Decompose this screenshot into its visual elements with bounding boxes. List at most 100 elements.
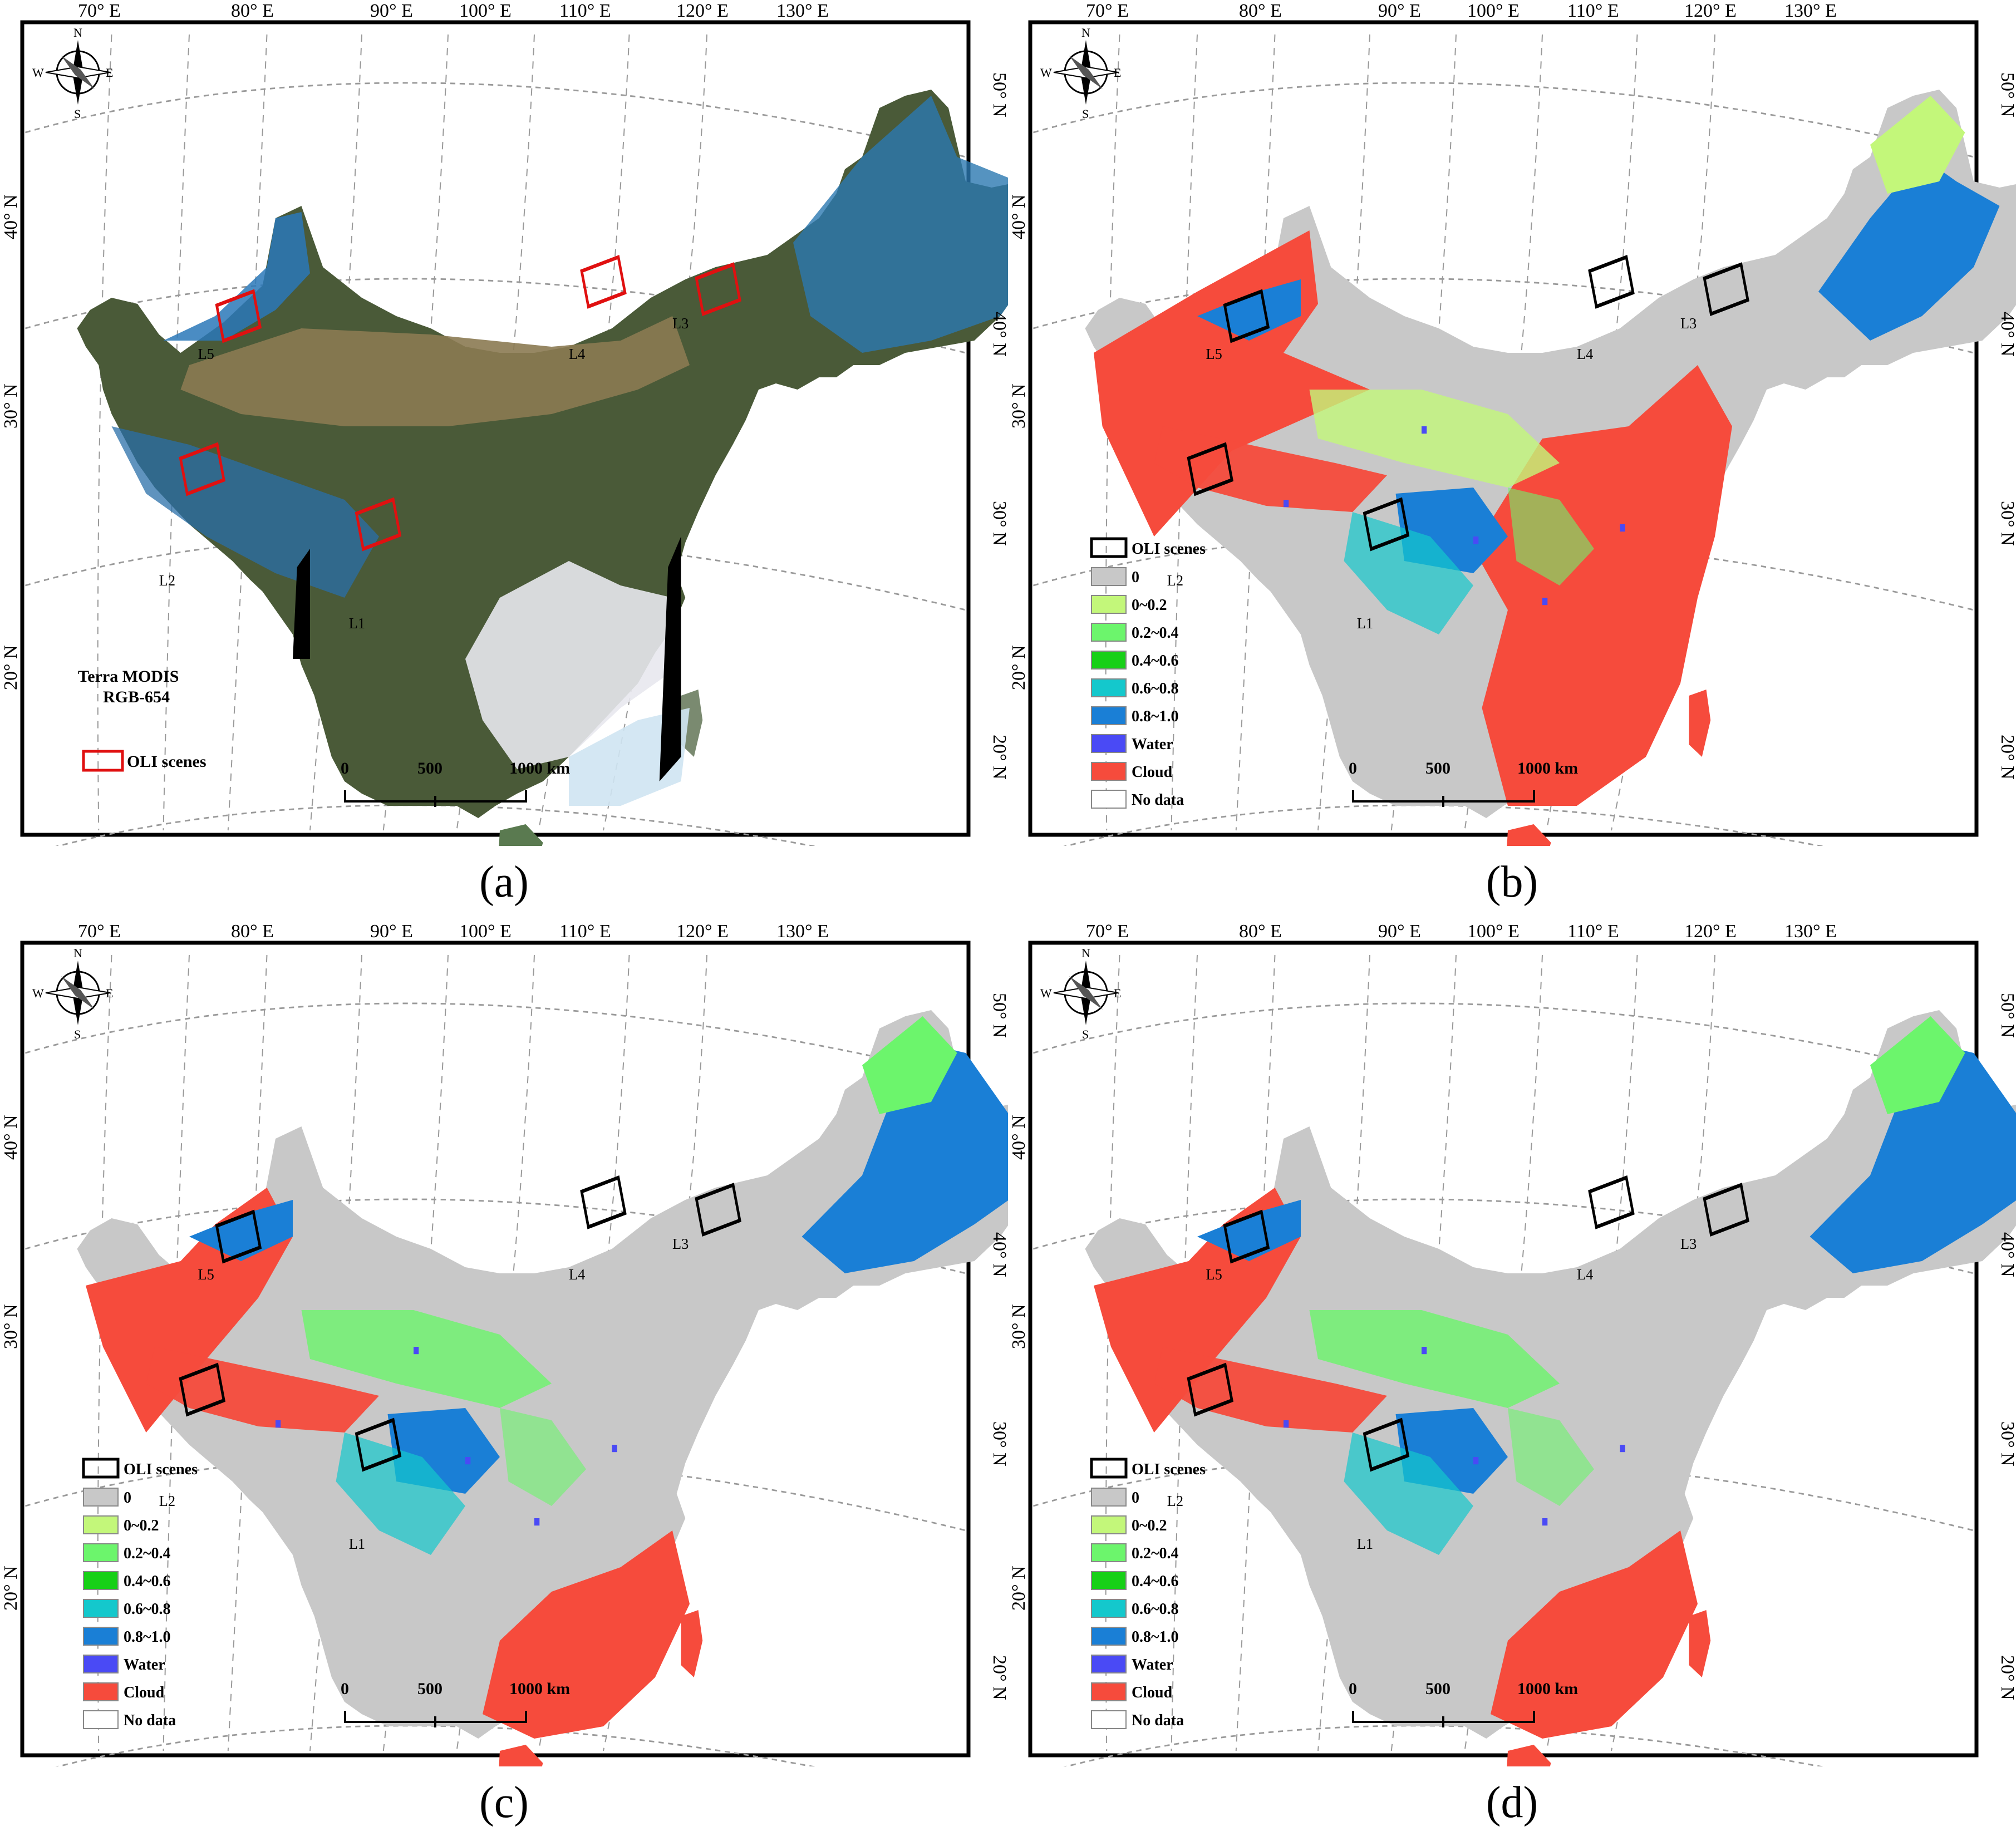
left-lat-label: 20° N bbox=[1, 1566, 21, 1611]
scale-1000: 1000 km bbox=[1517, 759, 1578, 777]
legend-swatch bbox=[1091, 595, 1127, 614]
scale-1000: 1000 km bbox=[509, 1680, 570, 1698]
snow-class-region bbox=[301, 1310, 552, 1408]
left-lat-label: 20° N bbox=[1009, 645, 1029, 690]
legend-label: Cloud bbox=[1132, 764, 1173, 781]
right-lat-label: 30° N bbox=[989, 1421, 1008, 1466]
panel-b: L1 L2 L3 L4 L5 N S E W 70° E 80° E 90° E 100° E 110° … bbox=[1008, 0, 2016, 920]
scene-label: L3 bbox=[672, 1235, 689, 1252]
scene-label: L3 bbox=[672, 315, 689, 332]
water-spot bbox=[276, 1420, 281, 1428]
legend-swatch bbox=[1091, 1571, 1127, 1590]
bottom-lon-label: 90° E bbox=[1203, 1764, 1246, 1766]
oli-scene-box bbox=[1187, 442, 1234, 496]
snow-class-region bbox=[500, 1408, 586, 1506]
panel-a: L1 L2 L3 L4 L5 N S E W 70° E 80° E 90° E 100° E 110° … bbox=[0, 0, 1008, 920]
scene-label: L2 bbox=[159, 572, 175, 589]
right-lat-label: 20° N bbox=[989, 1655, 1008, 1700]
top-lon-label: 100° E bbox=[1467, 921, 1520, 942]
cloud-region bbox=[483, 1530, 690, 1739]
nodata-sliver bbox=[293, 549, 310, 659]
top-lon-label: 70° E bbox=[1086, 1, 1129, 21]
scene-label: L5 bbox=[198, 346, 214, 362]
top-lon-label: 70° E bbox=[78, 921, 121, 942]
compass-s-label: S bbox=[1082, 107, 1089, 121]
taiwan-island bbox=[681, 690, 703, 757]
scene-label: L5 bbox=[1206, 346, 1222, 362]
scale-0: 0 bbox=[1349, 1680, 1357, 1698]
snow-class-region bbox=[1197, 279, 1301, 341]
oli-scene-box bbox=[580, 1175, 627, 1229]
legend-swatch bbox=[1091, 1599, 1127, 1618]
left-lat-label: 30° N bbox=[1, 383, 21, 429]
legend-oli-label: OLI scenes bbox=[124, 1461, 198, 1478]
legend-swatch bbox=[1091, 790, 1127, 809]
legend-swatch bbox=[83, 1682, 119, 1701]
map-b: L1 L2 L3 L4 L5 N S E W 70° E 80° E 90° E 100° E 110° … bbox=[1009, 1, 2016, 846]
right-lat-label: 40° N bbox=[1997, 1232, 2016, 1277]
top-lon-label: 90° E bbox=[370, 921, 413, 942]
oli-scene-box bbox=[355, 1417, 402, 1472]
right-lat-label: 20° N bbox=[1997, 1655, 2016, 1700]
legend-label: 0~0.2 bbox=[1132, 1517, 1167, 1534]
map-content: L1 L2 L3 L4 L5 bbox=[25, 954, 1008, 1766]
snow-class-region bbox=[1344, 512, 1473, 634]
left-lat-label: 40° N bbox=[1, 194, 21, 239]
scale-1000: 1000 km bbox=[1517, 1680, 1578, 1698]
water-spot bbox=[534, 1518, 540, 1526]
compass-e-label: E bbox=[1114, 66, 1121, 80]
oli-scene-box bbox=[215, 289, 262, 343]
water-spot bbox=[1473, 1457, 1479, 1465]
top-lon-label: 100° E bbox=[459, 921, 512, 942]
legend-swatch bbox=[1091, 1682, 1127, 1701]
left-lat-label: 40° N bbox=[1009, 1115, 1029, 1160]
legend-label: Water bbox=[1132, 1656, 1173, 1673]
map-d: L1 L2 L3 L4 L5 N S E W 70° E 80° E 90° E 100° E 110° … bbox=[1009, 921, 2016, 1766]
map-content: L1 L2 L3 L4 L5 bbox=[1033, 34, 2016, 846]
legend-oli-label: OLI scenes bbox=[127, 752, 206, 771]
taiwan-island bbox=[1689, 1610, 1711, 1677]
legend-swatch bbox=[1091, 678, 1127, 697]
cloud-region bbox=[465, 561, 672, 769]
oli-scene-box bbox=[1703, 1183, 1749, 1237]
snow-class-region bbox=[1870, 96, 1965, 194]
top-lon-label: 100° E bbox=[459, 1, 512, 21]
legend: OLI scenes 0 0~0.2 0.2~0.4 0.4~0.6 0.6~0.8 0.8… bbox=[82, 1458, 198, 1729]
bottom-lon-label: 90° E bbox=[1203, 844, 1246, 846]
legend-swatch bbox=[1091, 1710, 1127, 1729]
scale-bar: 0 500 1000 km bbox=[341, 1680, 570, 1727]
bottom-lon-label: 110° E bbox=[607, 844, 658, 846]
desert-region bbox=[180, 316, 690, 426]
hainan-island bbox=[499, 1745, 543, 1766]
scene-label: L1 bbox=[349, 1535, 365, 1552]
top-lon-label: 90° E bbox=[370, 1, 413, 21]
bottom-lon-label: 120° E bbox=[1832, 1764, 1884, 1766]
right-lat-label: 20° N bbox=[1997, 735, 2016, 780]
water-spot bbox=[1542, 1518, 1548, 1526]
legend-swatch bbox=[1091, 734, 1127, 753]
scale-500: 500 bbox=[417, 759, 442, 777]
left-lat-label: 40° N bbox=[1, 1115, 21, 1160]
water-spot bbox=[1620, 524, 1625, 532]
legend-oli-swatch bbox=[1090, 1458, 1128, 1479]
taiwan-island bbox=[1689, 690, 1711, 757]
top-lon-label: 130° E bbox=[1784, 1, 1837, 21]
oli-scene-box bbox=[1363, 497, 1410, 552]
legend-swatch bbox=[83, 1488, 119, 1507]
compass-w-label: W bbox=[32, 66, 44, 80]
compass-needle-diag bbox=[61, 976, 95, 1010]
scale-bar-line bbox=[344, 1711, 527, 1727]
rgb-title-1: Terra MODIS bbox=[78, 667, 179, 686]
compass-rose: N S E W bbox=[1040, 26, 1121, 121]
oli-scene-box bbox=[179, 442, 226, 496]
legend-swatch bbox=[1091, 1543, 1127, 1562]
bottom-lon-label: 120° E bbox=[1832, 844, 1884, 846]
right-lat-label: 40° N bbox=[989, 1232, 1008, 1277]
parallel-line bbox=[25, 1002, 966, 1079]
compass-n-label: N bbox=[1081, 946, 1090, 960]
map-a: L1 L2 L3 L4 L5 N S E W 70° E 80° E 90° E 100° E 110° … bbox=[1, 1, 1008, 846]
bottom-lon-label: 120° E bbox=[824, 1764, 876, 1766]
compass-s-label: S bbox=[1082, 1027, 1089, 1041]
compass-rose: N S E W bbox=[32, 946, 113, 1041]
oli-scene-box bbox=[1223, 1209, 1270, 1264]
